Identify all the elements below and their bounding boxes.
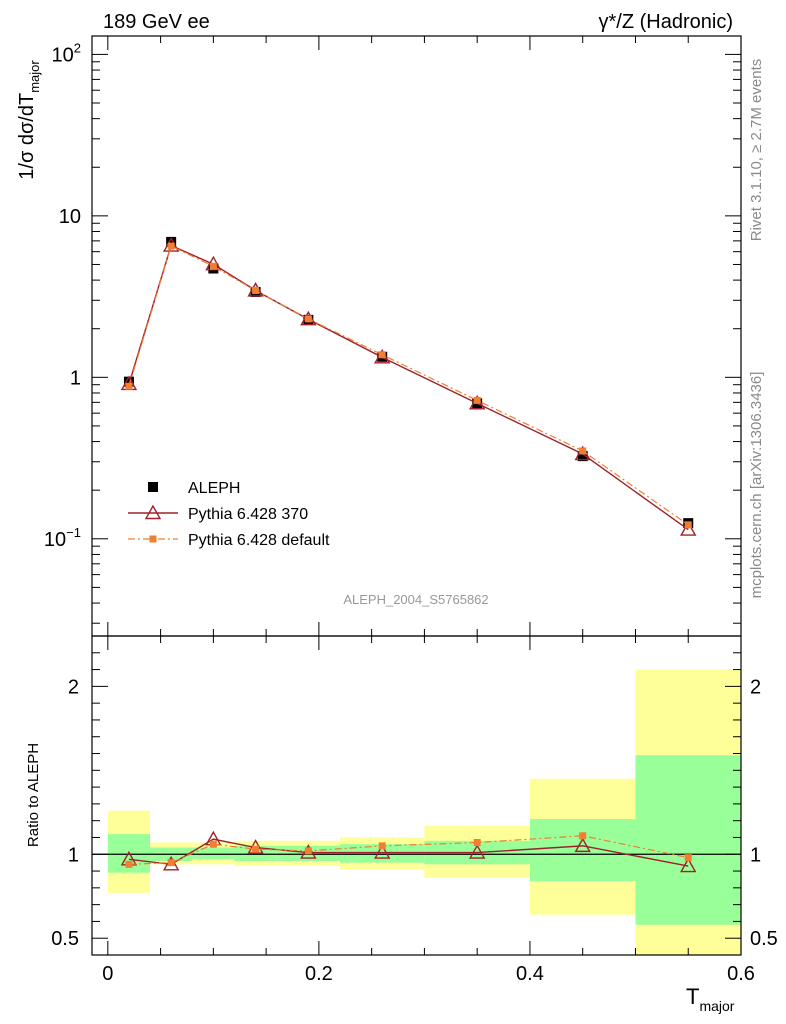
legend-label: Pythia 6.428 default (188, 532, 330, 549)
mcplots-credit-text: mcplots.cern.ch [arXiv:1306.3436] (748, 372, 765, 599)
data-point (252, 286, 260, 294)
data-point (684, 521, 692, 529)
rivet-version-text: Rivet 3.1.10, ≥ 2.7M events (748, 59, 765, 242)
ratio-data-point (252, 845, 260, 853)
y-tick-label: 10 (59, 206, 81, 228)
data-point (167, 242, 175, 250)
main-y-label-text: 1/σ dσ/dT (16, 93, 38, 180)
ratio-data-point (304, 847, 312, 855)
legend-marker (144, 504, 162, 520)
data-point (680, 521, 697, 536)
legend: ALEPH Pythia 6.428 370 Pythia 6.428 defaul… (128, 480, 330, 549)
ratio-data-point (468, 844, 486, 859)
x-tick-label: 0.6 (727, 963, 755, 985)
x-axis-label: Tmajor (686, 984, 735, 1014)
data-point (473, 396, 481, 404)
ratio-y-tick-label-left: 0.5 (51, 928, 79, 950)
series-2 (125, 242, 692, 529)
x-label-text: T (686, 984, 699, 1009)
data-point (304, 315, 312, 323)
uncertainty-band-inner (339, 844, 425, 863)
ratio-data-point (473, 839, 481, 847)
ratio-series-1 (125, 832, 692, 868)
data-point (125, 382, 133, 390)
y-tick-label: 1 (70, 367, 81, 389)
header-left-title: 189 GeV ee (103, 11, 210, 33)
data-point (209, 262, 217, 270)
ratio-data-point (209, 840, 217, 848)
ratio-y-tick-label-right: 0.5 (750, 928, 778, 950)
data-point (579, 447, 587, 455)
uncertainty-band-inner (192, 847, 235, 860)
legend-marker (148, 482, 158, 492)
ratio-data-point (574, 837, 591, 853)
ratio-data-point (378, 842, 386, 850)
data-point (577, 451, 588, 462)
legend-label: ALEPH (188, 480, 240, 497)
main-y-label-sub: major (27, 60, 42, 93)
ratio-data-point (684, 854, 692, 862)
ratio-frame (91, 635, 742, 956)
main-y-axis-label: 1/σ dσ/dTmajor (16, 60, 42, 180)
data-point (378, 351, 386, 359)
ratio-data-point (374, 844, 391, 859)
ratio-panel: 0.5 0.5 1 1 2 2 (51, 635, 778, 956)
ratio-y-tick-label-right: 1 (750, 844, 761, 866)
ratio-data-point (680, 857, 697, 873)
x-label-sub: major (699, 998, 734, 1014)
ratio-data-point (579, 832, 587, 840)
ratio-y-axis-label: Ratio to ALEPH (25, 743, 42, 847)
ratio-y-tick-label-left: 2 (68, 676, 79, 698)
header-right-title: γ*/Z (Hadronic) (599, 11, 733, 33)
x-tick-label: 0.4 (516, 963, 544, 985)
legend-label: Pythia 6.428 370 (188, 506, 308, 523)
y-tick-label: 10−1 (44, 525, 81, 551)
y-tick-label: 102 (52, 40, 81, 66)
main-panel: 10−1 1 10 102 (44, 35, 742, 637)
svg-text:1/σ dσ/dTmajor: 1/σ dσ/dTmajor (16, 60, 42, 180)
x-tick-label: 0 (102, 963, 113, 985)
x-tick-label: 0.2 (305, 963, 333, 985)
uncertainty-band-inner (529, 819, 636, 882)
ratio-y-tick-label-right: 2 (750, 676, 761, 698)
ratio-data-point (167, 859, 175, 867)
legend-marker (149, 535, 157, 543)
ratio-y-tick-label-left: 1 (68, 844, 79, 866)
uncertainty-band-inner (635, 755, 741, 925)
data-point (166, 236, 177, 247)
ratio-data-point (125, 860, 133, 868)
analysis-id-label: ALEPH_2004_S5765862 (343, 592, 488, 607)
